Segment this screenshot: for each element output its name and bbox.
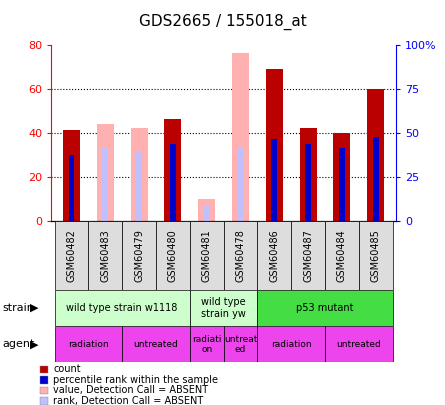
Bar xyxy=(333,133,350,221)
Bar xyxy=(69,155,74,221)
Text: GSM60485: GSM60485 xyxy=(371,229,381,281)
Text: wild type strain w1118: wild type strain w1118 xyxy=(66,303,178,313)
Text: untreated: untreated xyxy=(134,340,178,349)
Bar xyxy=(373,137,379,221)
Bar xyxy=(359,221,392,290)
Text: radiation: radiation xyxy=(271,340,312,349)
Text: GSM60478: GSM60478 xyxy=(235,229,246,281)
Text: GSM60480: GSM60480 xyxy=(168,229,178,281)
Bar xyxy=(55,221,89,290)
Bar xyxy=(266,69,283,221)
Bar xyxy=(299,128,316,221)
Bar xyxy=(136,152,142,221)
Bar xyxy=(122,326,190,362)
Bar xyxy=(122,221,156,290)
Text: strain: strain xyxy=(2,303,34,313)
Text: untreated: untreated xyxy=(336,340,381,349)
Bar xyxy=(89,221,122,290)
Bar xyxy=(224,326,257,362)
Text: GSM60483: GSM60483 xyxy=(100,229,110,281)
Text: GSM60486: GSM60486 xyxy=(269,229,279,281)
Bar xyxy=(170,144,176,221)
Bar xyxy=(97,124,114,221)
Bar xyxy=(190,221,224,290)
Text: value, Detection Call = ABSENT: value, Detection Call = ABSENT xyxy=(53,386,209,395)
Bar xyxy=(204,205,210,221)
Bar xyxy=(257,221,291,290)
Bar xyxy=(232,53,249,221)
Text: GSM60487: GSM60487 xyxy=(303,229,313,281)
Bar xyxy=(257,326,325,362)
Bar xyxy=(325,326,392,362)
Bar xyxy=(55,326,122,362)
Text: percentile rank within the sample: percentile rank within the sample xyxy=(53,375,218,385)
Bar xyxy=(325,221,359,290)
Text: agent: agent xyxy=(2,339,35,349)
Bar xyxy=(291,221,325,290)
Text: GSM60481: GSM60481 xyxy=(202,229,212,281)
Bar xyxy=(367,89,384,221)
Bar xyxy=(271,139,277,221)
Text: GSM60479: GSM60479 xyxy=(134,229,144,281)
Text: untreat
ed: untreat ed xyxy=(224,335,257,354)
Text: ▶: ▶ xyxy=(30,339,39,349)
Text: wild type
strain yw: wild type strain yw xyxy=(201,297,246,319)
Text: ▶: ▶ xyxy=(30,303,39,313)
Bar xyxy=(190,290,257,326)
Bar xyxy=(305,144,311,221)
Bar xyxy=(339,148,345,221)
Bar xyxy=(156,221,190,290)
Text: p53 mutant: p53 mutant xyxy=(296,303,354,313)
Text: GSM60484: GSM60484 xyxy=(337,229,347,281)
Bar xyxy=(198,199,215,221)
Text: GDS2665 / 155018_at: GDS2665 / 155018_at xyxy=(139,14,306,30)
Text: count: count xyxy=(53,364,81,374)
Bar xyxy=(55,290,190,326)
Bar xyxy=(257,290,392,326)
Bar xyxy=(224,221,257,290)
Bar xyxy=(238,148,243,221)
Bar xyxy=(190,326,224,362)
Text: GSM60482: GSM60482 xyxy=(66,229,77,281)
Text: radiati
on: radiati on xyxy=(192,335,222,354)
Text: rank, Detection Call = ABSENT: rank, Detection Call = ABSENT xyxy=(53,396,204,405)
Bar xyxy=(102,148,108,221)
Text: radiation: radiation xyxy=(68,340,109,349)
Bar xyxy=(63,130,80,221)
Bar xyxy=(131,128,148,221)
Bar xyxy=(165,119,182,221)
